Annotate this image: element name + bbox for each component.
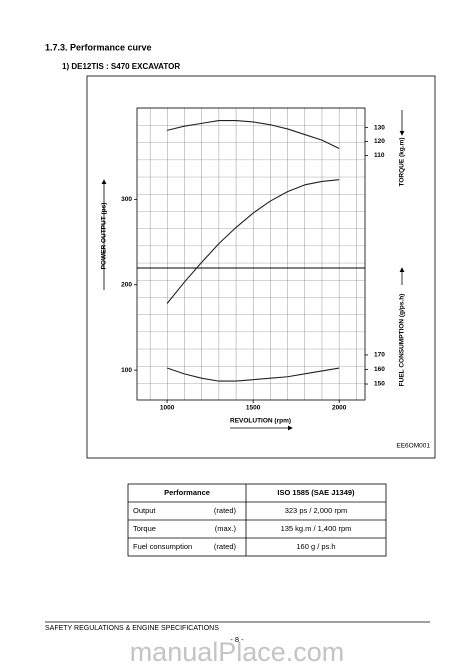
plot-area [136, 107, 366, 401]
table-cell: Torque [133, 524, 156, 533]
curve [166, 120, 340, 150]
table-cell: Fuel consumption [133, 542, 192, 551]
table-header: ISO 1585 (SAE J1349) [277, 488, 355, 497]
y-tick-label: 160 [374, 366, 385, 373]
section-heading: 1.7.3. Performance curve [45, 42, 152, 52]
page-number: - 8 - [230, 635, 244, 644]
y-tick-label: 300 [121, 196, 132, 203]
chart-title: 1) DE12TIS : S470 EXCAVATOR [62, 62, 180, 71]
y-tick-label: 130 [374, 124, 385, 131]
y-tick-label: 110 [374, 152, 385, 159]
table-header: Performance [164, 488, 210, 497]
y-tick-label: 150 [374, 381, 385, 388]
watermark: manualPlace.com [130, 637, 345, 667]
y-tick-label: 200 [121, 281, 132, 288]
chart-frame [86, 75, 436, 459]
table-cell: 135 kg.m / 1,400 rpm [281, 524, 352, 533]
y-tick-label: 100 [121, 367, 132, 374]
table-cell: Output [133, 506, 156, 515]
curve [166, 367, 340, 382]
table-cell: (max.) [215, 524, 237, 533]
table-cell: 323 ps / 2,000 rpm [285, 506, 348, 515]
x-tick-label: 1000 [160, 405, 175, 412]
y-axis-label: POWER OUTPUT (ps) [101, 203, 108, 270]
y-tick-label: 170 [374, 352, 385, 359]
curve [166, 179, 340, 304]
x-tick-label: 2000 [332, 405, 347, 412]
y3-axis-label: FUEL CONSUMPTION (g/ps.h) [399, 294, 406, 387]
footer-text: SAFETY REGULATIONS & ENGINE SPECIFICATIO… [45, 625, 219, 632]
figure-code: EE6OM001 [396, 443, 430, 450]
spec-table: Performance ISO 1585 (SAE J1349) Output (ra… [127, 483, 387, 557]
x-tick-label: 1500 [246, 405, 261, 412]
y-tick-label: 120 [374, 138, 385, 145]
y2-axis-label: TORQUE (kg.m) [399, 138, 406, 187]
table-cell: (rated) [214, 542, 237, 551]
table-cell: (rated) [214, 506, 237, 515]
x-axis-label: REVOLUTION (rpm) [230, 418, 291, 425]
table-cell: 160 g / ps.h [296, 542, 335, 551]
